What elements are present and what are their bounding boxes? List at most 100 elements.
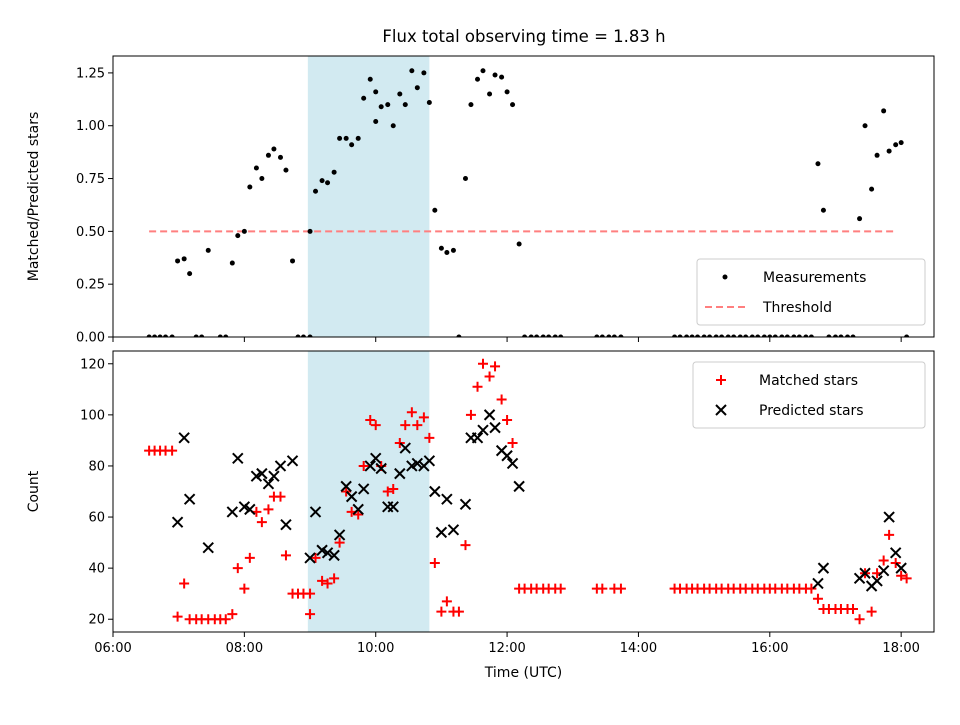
data-point xyxy=(672,334,678,337)
data-point xyxy=(779,334,785,337)
data-point xyxy=(506,457,519,470)
data-point xyxy=(217,334,223,337)
data-point xyxy=(277,154,283,160)
data-point xyxy=(412,420,423,431)
data-point xyxy=(388,483,399,494)
data-point xyxy=(812,577,824,590)
legend: Matched stars Predicted stars xyxy=(692,361,926,429)
ratio-panel: 0.00 0.25 0.50 0.75 1.00 1.25 Matched/Predicte… xyxy=(26,55,935,346)
data-point xyxy=(611,334,617,337)
data-point xyxy=(522,334,528,337)
y-tick-label: 1.25 xyxy=(76,66,105,81)
data-point xyxy=(253,165,259,171)
data-point xyxy=(618,334,624,337)
data-point xyxy=(812,593,823,604)
data-point xyxy=(421,70,427,76)
data-point xyxy=(223,334,229,337)
data-point xyxy=(895,562,907,574)
data-point xyxy=(460,540,471,551)
data-point xyxy=(507,437,518,448)
highlight-span xyxy=(307,351,430,632)
data-point xyxy=(558,334,564,337)
data-point xyxy=(361,95,367,101)
legend-label: Measurements xyxy=(763,270,866,286)
data-point xyxy=(859,567,871,579)
y-tick-label: 0.00 xyxy=(76,331,105,346)
data-point xyxy=(349,142,355,148)
data-point xyxy=(152,334,158,337)
data-point xyxy=(183,493,196,505)
data-point xyxy=(468,102,474,108)
plot-frame xyxy=(112,55,935,338)
data-point xyxy=(504,89,510,95)
data-point xyxy=(869,186,875,192)
data-point xyxy=(305,609,316,620)
data-point xyxy=(163,334,169,337)
data-point xyxy=(677,334,683,337)
data-point xyxy=(232,452,244,464)
y-tick-label: 0.75 xyxy=(76,172,105,187)
plot-area xyxy=(146,68,910,337)
data-point xyxy=(484,371,495,382)
data-point xyxy=(232,563,243,574)
data-point xyxy=(438,245,444,251)
data-point xyxy=(365,414,376,425)
data-point xyxy=(444,249,450,255)
data-point xyxy=(283,167,289,173)
data-point xyxy=(256,517,267,528)
data-point xyxy=(441,493,453,505)
data-point xyxy=(877,564,890,577)
data-point xyxy=(375,462,387,475)
data-point xyxy=(817,562,830,574)
data-point xyxy=(305,588,316,599)
x-axis-label: Time (UTC) xyxy=(484,665,562,681)
y-axis-label: Count xyxy=(26,470,42,512)
data-point xyxy=(280,519,292,531)
data-point xyxy=(806,583,817,594)
y-tick-label: 40 xyxy=(88,562,105,577)
data-point xyxy=(689,334,695,337)
data-point xyxy=(471,432,484,444)
data-point xyxy=(337,135,343,141)
data-point xyxy=(321,547,334,559)
data-point xyxy=(502,414,513,425)
data-point xyxy=(227,609,238,620)
data-point xyxy=(767,334,773,337)
data-point xyxy=(755,334,761,337)
data-point xyxy=(295,334,301,337)
data-point xyxy=(385,102,391,108)
data-point xyxy=(480,68,486,74)
data-point xyxy=(286,455,299,467)
data-point xyxy=(275,491,286,502)
data-point xyxy=(707,334,713,337)
data-point xyxy=(262,478,275,490)
data-point xyxy=(483,409,496,421)
legend-label: Threshold xyxy=(762,300,832,316)
data-point xyxy=(202,541,214,554)
data-point xyxy=(387,501,399,513)
data-point xyxy=(157,334,163,337)
data-point xyxy=(146,334,152,337)
data-point xyxy=(459,498,472,510)
data-point xyxy=(307,228,313,234)
data-point xyxy=(310,552,321,563)
data-point xyxy=(343,135,349,141)
data-point xyxy=(319,178,325,184)
y-tick-label: 0.25 xyxy=(76,278,105,293)
data-point xyxy=(597,583,608,594)
data-point xyxy=(256,467,268,480)
data-point xyxy=(862,123,868,129)
data-point xyxy=(423,455,436,467)
data-point xyxy=(175,258,181,264)
data-point xyxy=(178,432,190,444)
data-point xyxy=(181,256,187,262)
data-point xyxy=(329,573,340,584)
legend-marker xyxy=(715,404,727,416)
data-point xyxy=(418,412,429,423)
data-point xyxy=(382,486,393,497)
legend-box xyxy=(692,361,926,429)
data-point xyxy=(429,485,441,498)
data-point xyxy=(854,614,865,625)
data-point xyxy=(701,334,707,337)
